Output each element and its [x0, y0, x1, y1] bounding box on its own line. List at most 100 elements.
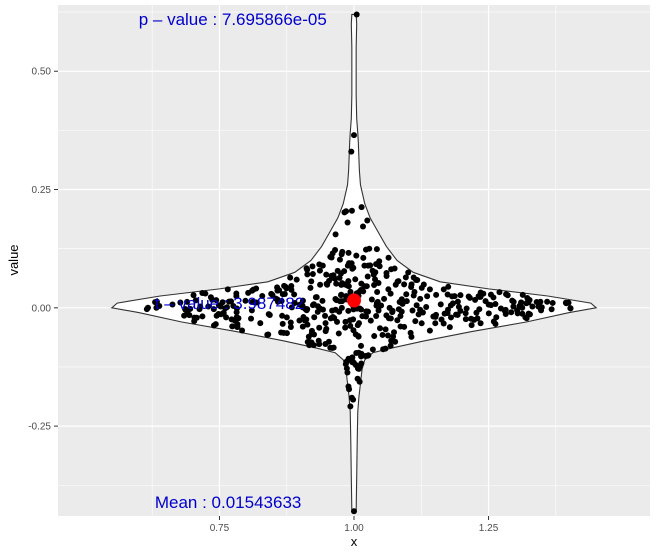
- data-point: [308, 278, 315, 285]
- data-point: [516, 302, 523, 309]
- data-point: [308, 327, 315, 334]
- data-point: [278, 298, 285, 304]
- data-point: [339, 248, 346, 255]
- data-point: [248, 315, 255, 322]
- data-point: [353, 252, 360, 259]
- data-point: [365, 308, 372, 315]
- data-point: [228, 298, 235, 305]
- data-point: [423, 303, 430, 310]
- data-point: [426, 327, 433, 334]
- data-point: [403, 291, 410, 298]
- data-point: [358, 342, 365, 349]
- data-point: [351, 508, 357, 515]
- data-point: [316, 267, 323, 274]
- data-point: [529, 303, 536, 310]
- data-point: [412, 318, 419, 325]
- data-point: [519, 310, 526, 317]
- data-point: [287, 324, 294, 331]
- data-point: [387, 342, 394, 349]
- data-point: [250, 286, 257, 293]
- data-point: [544, 298, 551, 305]
- data-point: [392, 338, 399, 345]
- data-point: [463, 305, 470, 312]
- data-point: [445, 283, 452, 290]
- data-point: [525, 299, 532, 306]
- data-point: [440, 286, 447, 293]
- data-point: [394, 317, 401, 324]
- data-point: [473, 309, 480, 316]
- data-point: [538, 307, 545, 314]
- data-point: [383, 269, 390, 276]
- data-point: [492, 320, 499, 327]
- data-point: [177, 299, 184, 306]
- data-point: [447, 302, 454, 309]
- data-point: [395, 278, 402, 285]
- data-point: [299, 323, 306, 330]
- data-point: [186, 312, 193, 319]
- data-point: [375, 307, 382, 314]
- data-point: [222, 305, 229, 312]
- mean-layer: [347, 293, 361, 308]
- data-point: [471, 316, 478, 323]
- data-point: [314, 303, 321, 310]
- data-point: [344, 219, 351, 226]
- data-point: [411, 289, 418, 296]
- x-axis-title: x: [351, 534, 358, 549]
- data-point: [432, 320, 439, 327]
- data-point: [385, 286, 392, 293]
- data-point: [377, 325, 383, 332]
- data-point: [182, 306, 189, 313]
- data-point: [224, 286, 231, 293]
- data-point: [357, 287, 364, 294]
- data-point: [348, 207, 355, 214]
- data-point: [372, 269, 379, 276]
- data-point: [280, 329, 287, 336]
- data-point: [354, 375, 361, 382]
- x-tick-label: 1.25: [479, 523, 499, 534]
- data-point: [311, 314, 318, 321]
- data-point: [366, 245, 373, 252]
- data-point: [354, 365, 361, 372]
- annotation-label: t – value : 3.987482: [155, 294, 304, 313]
- data-point: [355, 320, 362, 327]
- data-point: [347, 322, 354, 329]
- data-point: [300, 314, 307, 321]
- data-point: [399, 300, 406, 307]
- data-point: [426, 286, 433, 293]
- data-point: [274, 284, 281, 291]
- data-point: [322, 340, 329, 347]
- data-point: [468, 322, 475, 329]
- data-point: [181, 312, 188, 319]
- data-point: [451, 293, 458, 300]
- data-point: [353, 349, 360, 356]
- data-point: [287, 274, 294, 281]
- data-point: [338, 292, 345, 299]
- data-point: [477, 320, 484, 327]
- data-point: [361, 283, 368, 290]
- data-point: [519, 291, 526, 298]
- data-point: [358, 353, 365, 360]
- data-point: [322, 312, 329, 319]
- data-point: [430, 313, 437, 320]
- data-point: [475, 293, 482, 300]
- data-point: [279, 312, 286, 319]
- data-point: [313, 294, 320, 301]
- data-point: [349, 265, 356, 272]
- y-axis-title: value: [6, 244, 21, 275]
- data-point: [358, 204, 365, 211]
- annotation-layer: p – value : 7.695866e-05 t – value : 3.98…: [139, 10, 327, 512]
- data-point: [322, 320, 329, 327]
- data-point: [345, 383, 352, 390]
- data-point: [397, 323, 404, 330]
- data-point: [414, 276, 421, 283]
- data-point: [375, 280, 382, 286]
- data-point: [153, 304, 160, 311]
- data-point: [327, 344, 334, 351]
- data-point: [348, 357, 355, 364]
- data-point: [350, 316, 357, 323]
- data-point: [335, 330, 342, 337]
- data-point: [343, 208, 350, 215]
- data-point: [336, 256, 343, 263]
- data-point: [465, 293, 472, 300]
- x-tick-label: 0.75: [210, 523, 230, 534]
